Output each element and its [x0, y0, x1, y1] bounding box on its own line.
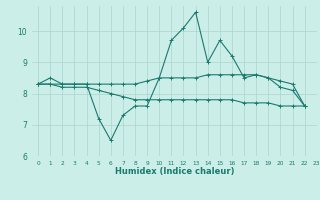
X-axis label: Humidex (Indice chaleur): Humidex (Indice chaleur) [115, 167, 234, 176]
